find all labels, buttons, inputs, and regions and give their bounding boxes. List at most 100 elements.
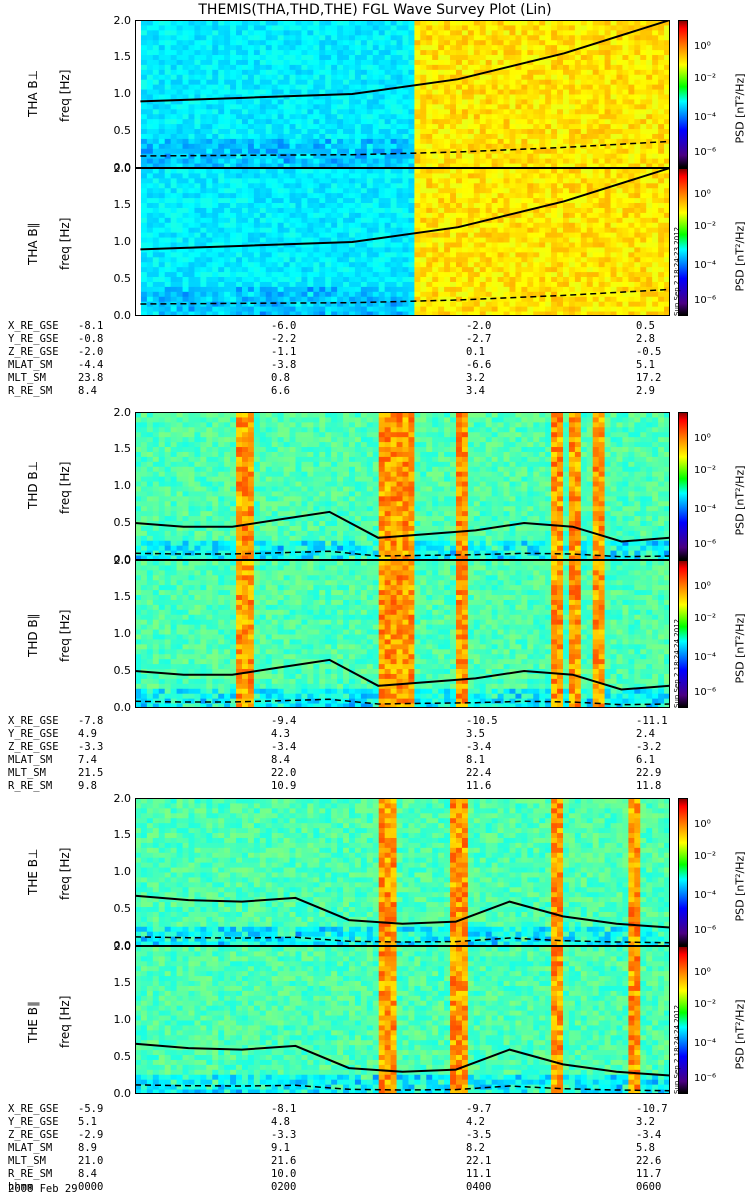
spectrogram-cell — [194, 276, 201, 282]
spectrogram-cell — [313, 158, 320, 164]
spectrogram-cell — [473, 123, 481, 130]
spectrogram-cell — [152, 34, 160, 41]
spectrogram-cell — [491, 69, 499, 75]
spectrogram-cell — [450, 158, 457, 164]
spectrogram-cell — [265, 89, 273, 95]
spectrogram-cell — [461, 177, 469, 184]
spectrogram-cell — [349, 34, 356, 41]
spectrogram-cell — [354, 256, 362, 263]
spectrogram-cell — [331, 113, 338, 120]
spectrogram-cell — [349, 148, 356, 154]
spectrogram-cell — [664, 74, 670, 80]
spectrogram-cell — [343, 133, 350, 139]
spectrogram-cell — [467, 59, 475, 65]
spectrogram-cell — [568, 94, 576, 100]
spectrogram-cell — [301, 187, 308, 194]
spectrogram-cell — [152, 20, 160, 26]
spectrogram-cell — [295, 153, 302, 159]
spectrogram-cell — [563, 98, 570, 105]
spectrogram-cell — [426, 311, 433, 316]
spectrogram-cell — [574, 251, 582, 258]
spectrogram-cell — [586, 143, 594, 149]
spectrogram-cell — [563, 118, 570, 125]
spectrogram-cell — [224, 94, 231, 100]
spectrogram-cell — [224, 242, 231, 248]
spectrogram-cell — [152, 232, 160, 238]
spectrogram-cell — [337, 246, 344, 253]
spectrogram-cell — [194, 291, 201, 297]
spectrogram-cell — [533, 217, 540, 223]
spectrogram-cell — [224, 84, 231, 90]
spectrogram-cell — [135, 64, 142, 70]
spectrogram-cell — [539, 281, 546, 287]
spectrogram-cell — [628, 123, 635, 130]
spectrogram-cell — [372, 168, 380, 174]
spectrogram-cell — [230, 256, 237, 263]
spectrogram-cell — [521, 84, 528, 90]
spectrogram-cell — [461, 89, 469, 95]
spectrogram-cell — [545, 34, 552, 41]
spectrogram-cell — [349, 49, 356, 56]
spectrogram-cell — [265, 207, 273, 213]
spectrogram-cell — [491, 217, 499, 223]
spectrogram-cell — [420, 172, 427, 179]
spectrogram-cell — [450, 286, 457, 292]
spectrogram-cell — [533, 20, 540, 26]
spectrogram-cell — [604, 59, 612, 65]
spectrogram-cell — [182, 163, 189, 168]
spectrogram-cell — [456, 177, 463, 184]
spectrogram-cell — [533, 64, 540, 70]
spectrogram-cell — [438, 217, 445, 223]
spectrogram-cell — [158, 266, 166, 273]
spectrogram-cell — [580, 103, 588, 110]
spectrogram-cell — [574, 163, 582, 168]
spectrogram-cell — [432, 133, 439, 139]
spectrogram-cell — [527, 44, 534, 51]
spectrogram-cell — [509, 39, 516, 46]
spectrogram-cell — [170, 276, 178, 282]
spectrogram-cell — [188, 232, 195, 238]
spectrogram-cell — [592, 103, 600, 110]
spectrogram-cell — [557, 143, 564, 149]
spectrogram-cell — [634, 133, 641, 139]
spectrogram-cell — [343, 227, 350, 233]
spectrogram-cell — [325, 286, 332, 292]
spectrogram-cell — [200, 306, 207, 312]
spectrogram-cell — [527, 64, 534, 70]
spectrogram-cell — [247, 79, 255, 85]
spectrogram-cell — [230, 187, 237, 194]
spectrogram-cell — [557, 20, 564, 26]
spectrogram-cell — [664, 59, 670, 65]
spectrogram-cell — [242, 158, 249, 164]
spectrogram-cell — [390, 89, 398, 95]
spectrogram-cell — [152, 64, 160, 70]
panel-frame — [135, 20, 670, 168]
spectrogram-cell — [140, 212, 148, 218]
spectrogram-cell — [574, 20, 582, 26]
spectrogram-cell — [331, 24, 338, 31]
spectrogram-cell — [551, 39, 558, 46]
spectrogram-cell — [135, 311, 142, 316]
spectrogram-cell — [224, 232, 231, 238]
spectrogram-cell — [158, 133, 166, 139]
spectrogram-cell — [188, 286, 195, 292]
spectrogram-cell — [146, 49, 154, 56]
spectrogram-cell — [557, 39, 564, 46]
spectrogram-cell — [473, 148, 481, 154]
spectrogram-cell — [390, 123, 398, 130]
spectrogram-cell — [164, 306, 172, 312]
spectrogram-cell — [515, 192, 522, 199]
spectrogram-cell — [450, 296, 457, 302]
spectrogram-cell — [158, 311, 166, 316]
spectrogram-cell — [259, 237, 267, 243]
spectrogram-cell — [295, 291, 302, 297]
spectrogram-cell — [503, 271, 510, 278]
spectrogram-cell — [598, 153, 606, 159]
spectrogram-cell — [426, 153, 433, 159]
spectrogram-cell — [658, 69, 665, 75]
spectrogram-cell — [295, 296, 302, 302]
spectrogram-cell — [271, 296, 279, 302]
spectrogram-cell — [551, 271, 558, 278]
spectrogram-cell — [135, 44, 142, 51]
spectrogram-cell — [420, 113, 427, 120]
